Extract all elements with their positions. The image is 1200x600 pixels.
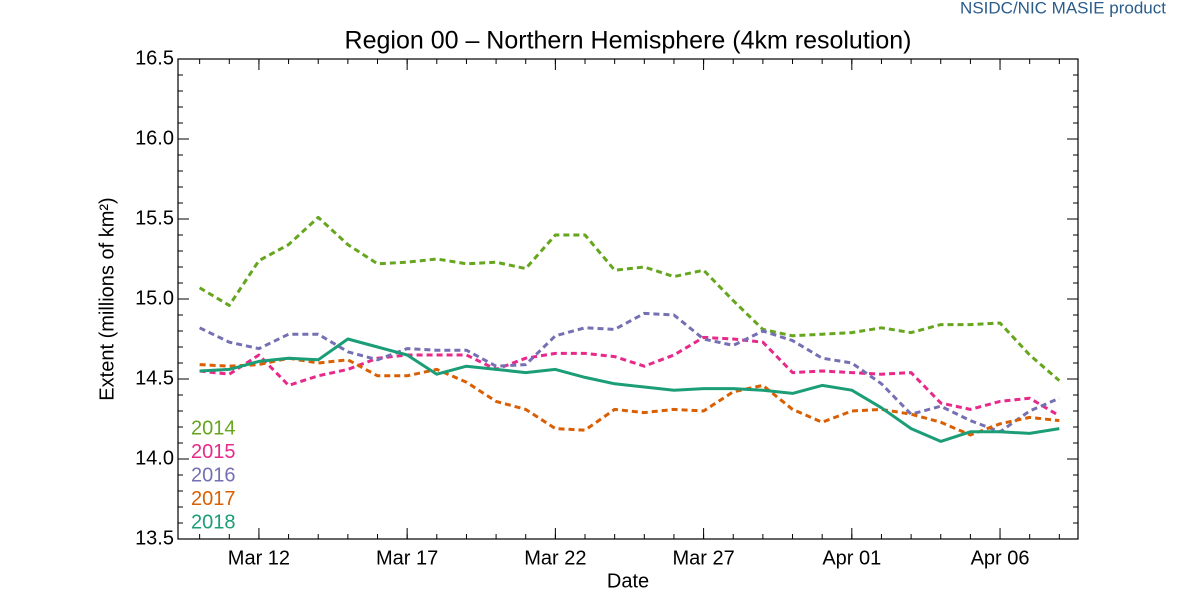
y-tick-label: 16.5 [135, 47, 174, 69]
legend-label: 2017 [191, 488, 236, 510]
y-tick-label: 15.5 [135, 207, 174, 229]
series-line [199, 337, 1060, 443]
y-tick-label: 14.5 [135, 367, 174, 389]
x-tick-label: Mar 12 [228, 547, 290, 569]
source-note: NSIDC/NIC MASIE product [960, 0, 1166, 17]
y-tick-label: 16.0 [135, 127, 174, 149]
x-tick-label: Mar 17 [376, 547, 438, 569]
series-line [199, 335, 1061, 418]
x-tick-label: Mar 27 [672, 547, 734, 569]
y-tick-label: 13.5 [135, 527, 174, 549]
series-line [199, 356, 1060, 437]
y-axis-label: Extent (millions of km²) [96, 197, 118, 400]
legend-label: 2016 [191, 464, 236, 486]
series-line [198, 311, 1060, 434]
y-tick-label: 15.0 [135, 287, 174, 309]
legend-label: 2018 [191, 511, 236, 533]
x-tick-label: Apr 01 [822, 547, 881, 569]
y-tick-label: 14.0 [135, 447, 174, 469]
legend-label: 2014 [191, 417, 236, 439]
chart-title: Region 00 – Northern Hemisphere (4km res… [345, 27, 912, 55]
legend-label: 2015 [191, 441, 236, 463]
plot-frame [177, 58, 1079, 540]
x-axis-label: Date [607, 570, 649, 592]
x-tick-label: Apr 06 [971, 547, 1030, 569]
series-line [198, 215, 1061, 382]
x-tick-label: Mar 22 [524, 547, 586, 569]
